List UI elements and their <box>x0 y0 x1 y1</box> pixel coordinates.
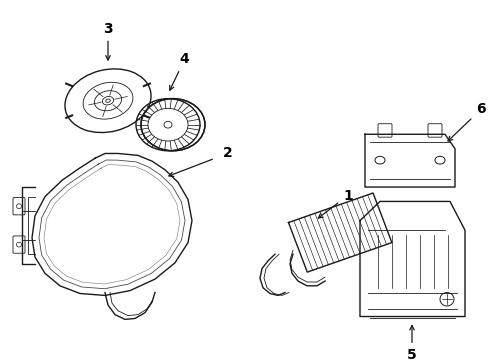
Text: 3: 3 <box>103 22 113 36</box>
FancyBboxPatch shape <box>13 236 25 253</box>
Text: 2: 2 <box>223 147 233 161</box>
Text: 1: 1 <box>343 189 353 203</box>
Text: 4: 4 <box>179 53 189 67</box>
Ellipse shape <box>148 108 188 141</box>
Text: 5: 5 <box>407 348 417 360</box>
Ellipse shape <box>141 99 205 151</box>
FancyBboxPatch shape <box>428 124 442 137</box>
FancyBboxPatch shape <box>13 198 25 215</box>
Text: 6: 6 <box>476 102 486 116</box>
FancyBboxPatch shape <box>378 124 392 137</box>
